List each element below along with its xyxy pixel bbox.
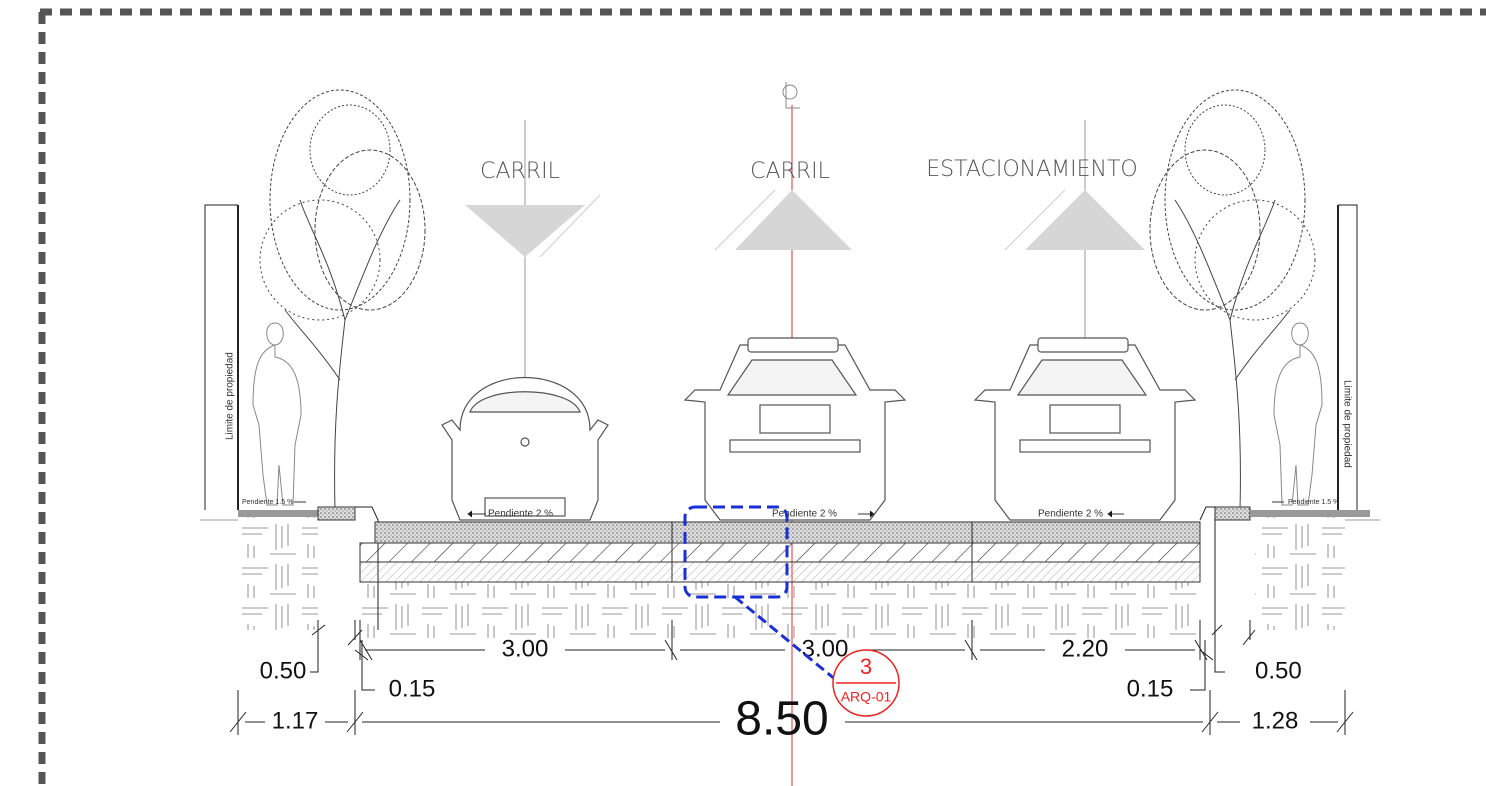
property-label: Limite de propiedad [1341, 380, 1352, 468]
car-suv [973, 337, 1197, 521]
dimension: 1.17 [272, 707, 319, 734]
dimension-lines [229, 620, 1354, 735]
tree-left [259, 89, 426, 511]
dimension: 3.00 [502, 635, 549, 662]
ground [200, 506, 1380, 642]
slope-label: Pendiente 1.5 % [242, 499, 293, 506]
slope-label: Pendiente 1.5 % [1288, 499, 1339, 506]
slope-arrows [467, 510, 1124, 518]
car-beetle [441, 377, 609, 521]
slope-label: Pendiente 2 % [488, 509, 553, 520]
dimension: 0.15 [389, 675, 436, 702]
detail-marker [683, 505, 900, 717]
dimension: 2.20 [1062, 635, 1109, 662]
callout-sheet: ARQ-01 [841, 689, 892, 705]
callout-number: 3 [860, 654, 872, 679]
lane-label: CARRIL [480, 159, 560, 184]
lane-label: ESTACIONAMIENTO [926, 157, 1138, 182]
slope-label: Pendiente 2 % [772, 509, 837, 520]
lane-label: CARRIL [750, 159, 830, 184]
direction-symbols [465, 189, 1145, 258]
frame [38, 8, 1486, 786]
people [252, 322, 1323, 506]
dimension: 0.15 [1127, 675, 1174, 702]
car-suv [683, 337, 907, 521]
dimension: 0.50 [1255, 657, 1302, 684]
slope-label: Pendiente 2 % [1038, 509, 1103, 520]
dimension-total: 8.50 [735, 693, 828, 746]
dimension: 1.28 [1252, 707, 1299, 734]
property-label: Limite de propiedad [225, 352, 236, 440]
property-lines [204, 204, 1358, 510]
tree-right [1149, 89, 1316, 511]
dimension: 0.50 [260, 657, 307, 684]
